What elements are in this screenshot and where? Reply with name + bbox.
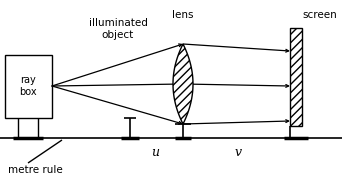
Text: illuminated
object: illuminated object [89, 18, 147, 40]
Bar [5, 55, 52, 118]
Text: v: v [234, 145, 241, 158]
Text: ray
box: ray box [19, 75, 37, 97]
Text: u: u [151, 145, 159, 158]
Text: metre rule: metre rule [8, 165, 63, 175]
Text: screen: screen [302, 10, 337, 20]
Polygon shape [173, 44, 193, 124]
Bar [290, 28, 302, 126]
Text: lens: lens [172, 10, 194, 20]
